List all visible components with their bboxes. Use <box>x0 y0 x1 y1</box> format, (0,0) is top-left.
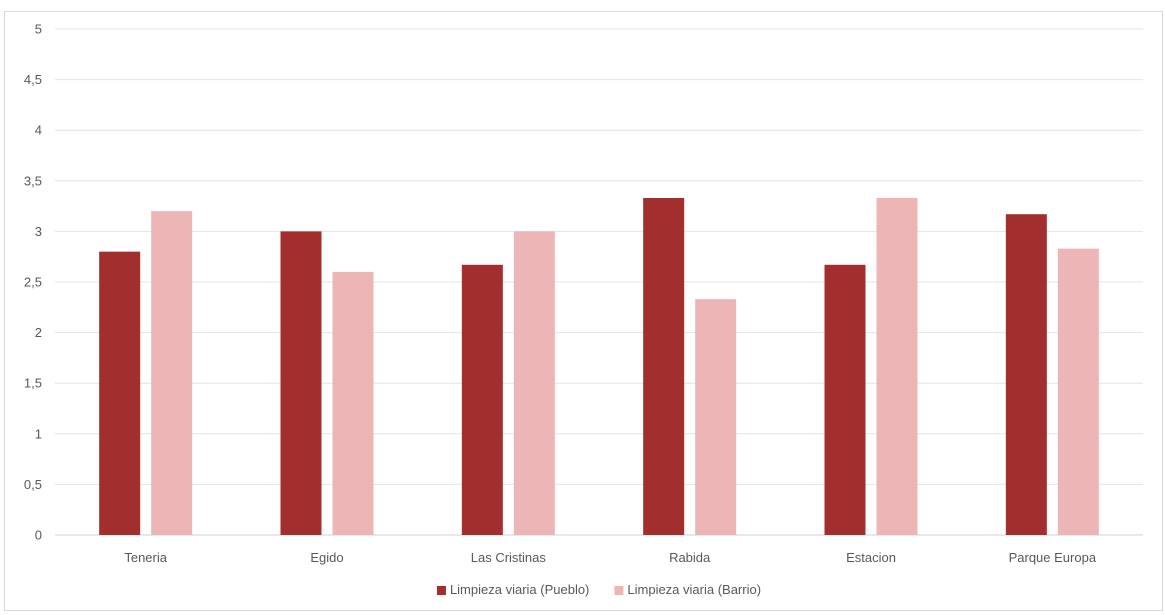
y-tick-label: 2 <box>35 325 42 340</box>
y-tick-label: 1 <box>35 426 42 441</box>
bar-pueblo <box>824 264 866 535</box>
bar-barrio <box>513 231 555 535</box>
x-tick-label: Rabida <box>669 550 711 565</box>
bar-barrio <box>1057 248 1099 535</box>
bar-pueblo <box>1005 214 1047 536</box>
legend-item: Limpieza viaria (Barrio) <box>614 582 761 597</box>
legend-swatch <box>436 586 446 595</box>
x-axis-ticks: Teneria Egido Las Cristinas Rabida Estacion P… <box>124 550 1096 565</box>
y-tick-label: 1,5 <box>24 376 42 391</box>
bar-pueblo <box>643 198 685 535</box>
bar-pueblo <box>461 264 503 535</box>
legend-item: Limpieza viaria (Pueblo) <box>436 582 589 597</box>
x-tick-label: Egido <box>310 550 343 565</box>
gridlines <box>55 28 1143 536</box>
y-tick-label: 0 <box>35 528 42 543</box>
y-tick-label: 4 <box>35 123 42 138</box>
legend-label: Limpieza viaria (Barrio) <box>627 582 761 597</box>
y-axis-ticks: 0 0,5 1 1,5 2 2,5 3 3,5 4 4,5 5 <box>24 22 42 543</box>
y-tick-label: 2,5 <box>24 275 42 290</box>
chart-frame <box>4 11 1163 611</box>
x-tick-label: Las Cristinas <box>471 550 547 565</box>
bar-barrio <box>695 299 737 535</box>
legend: Limpieza viaria (Pueblo) Limpieza viaria … <box>436 582 761 597</box>
x-tick-label: Parque Europa <box>1009 550 1097 565</box>
y-tick-label: 0,5 <box>24 477 42 492</box>
bar-barrio <box>332 271 374 535</box>
bar-pueblo <box>280 231 322 535</box>
y-tick-label: 4,5 <box>24 72 42 87</box>
legend-swatch <box>614 586 624 595</box>
bar-barrio <box>876 198 918 535</box>
bar-pueblo <box>99 251 141 535</box>
x-tick-label: Estacion <box>846 550 896 565</box>
y-tick-label: 5 <box>35 22 42 37</box>
bars <box>99 198 1099 536</box>
bar-barrio <box>151 211 193 535</box>
legend-label: Limpieza viaria (Pueblo) <box>450 582 589 597</box>
y-tick-label: 3 <box>35 224 42 239</box>
x-tick-label: Teneria <box>124 550 167 565</box>
y-tick-label: 3,5 <box>24 173 42 188</box>
